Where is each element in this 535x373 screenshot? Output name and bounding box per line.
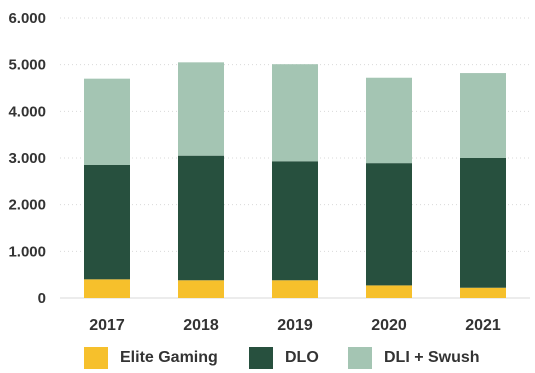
legend-label-dlo: DLO bbox=[285, 349, 319, 366]
bar-segment-dli-swush-2019 bbox=[272, 64, 318, 162]
y-axis-tick-labels: 0 1.000 2.000 3.000 4.000 5.000 6.000 bbox=[8, 10, 46, 307]
y-tick-label: 6.000 bbox=[8, 10, 46, 27]
x-tick-label: 2021 bbox=[465, 317, 501, 334]
y-tick-label: 0 bbox=[38, 290, 46, 307]
y-tick-label: 2.000 bbox=[8, 197, 46, 214]
stacked-bar-chart: 0 1.000 2.000 3.000 4.000 5.000 6.000 2017 2018… bbox=[8, 10, 530, 334]
bar-segment-elite-gaming-2020 bbox=[366, 285, 412, 298]
bar-segment-dlo-2020 bbox=[366, 163, 412, 286]
chart-legend: Elite Gaming DLO DLI + Swush bbox=[0, 347, 535, 373]
x-axis-tick-labels: 2017 2018 2019 2020 2021 bbox=[89, 317, 501, 334]
bar-segment-elite-gaming-2017 bbox=[84, 279, 130, 298]
bar-segment-dlo-2021 bbox=[460, 158, 506, 288]
bar-segment-dli-swush-2021 bbox=[460, 73, 506, 158]
bar-segment-dli-swush-2018 bbox=[178, 62, 224, 156]
legend-item-dlo: DLO bbox=[249, 347, 319, 369]
y-tick-label: 1.000 bbox=[8, 243, 46, 260]
bar-segment-dli-swush-2017 bbox=[84, 78, 130, 165]
legend-label-dli-swush: DLI + Swush bbox=[384, 349, 480, 366]
bar-segment-elite-gaming-2021 bbox=[460, 287, 506, 298]
bar-segment-dlo-2017 bbox=[84, 165, 130, 280]
legend-swatch-dlo bbox=[249, 347, 273, 369]
y-tick-label: 3.000 bbox=[8, 150, 46, 167]
legend-item-elite-gaming: Elite Gaming bbox=[84, 347, 218, 369]
x-tick-label: 2020 bbox=[371, 317, 407, 334]
bar-segment-elite-gaming-2019 bbox=[272, 280, 318, 298]
bar-segment-dlo-2018 bbox=[178, 155, 224, 281]
legend-swatch-dli-swush bbox=[348, 347, 372, 369]
x-tick-label: 2018 bbox=[183, 317, 219, 334]
y-tick-label: 4.000 bbox=[8, 103, 46, 120]
bar-segment-dlo-2019 bbox=[272, 161, 318, 281]
x-tick-label: 2017 bbox=[89, 317, 125, 334]
bars bbox=[84, 62, 506, 298]
bar-segment-dli-swush-2020 bbox=[366, 77, 412, 164]
y-tick-label: 5.000 bbox=[8, 57, 46, 74]
legend-label-elite-gaming: Elite Gaming bbox=[120, 349, 218, 366]
x-tick-label: 2019 bbox=[277, 317, 313, 334]
legend-item-dli-swush: DLI + Swush bbox=[348, 347, 480, 369]
bar-segment-elite-gaming-2018 bbox=[178, 280, 224, 298]
legend-swatch-elite-gaming bbox=[84, 347, 108, 369]
